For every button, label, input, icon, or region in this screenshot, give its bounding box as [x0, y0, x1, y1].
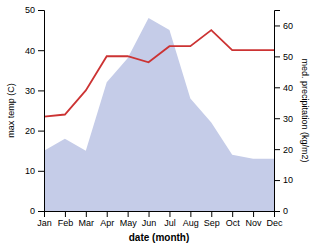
y-axis: 0 10 20 30 40 50 — [25, 5, 45, 216]
tick-label: 40 — [25, 46, 35, 56]
axis-line — [275, 11, 281, 212]
tick-mark — [38, 131, 44, 132]
tick: 40 — [25, 46, 44, 56]
tick-mark — [38, 211, 44, 212]
axis-line — [38, 11, 45, 212]
tick-label: 0 — [30, 206, 35, 216]
tick: 0 — [274, 206, 288, 216]
tick: 50 — [274, 52, 293, 62]
tick-label: Sep — [204, 218, 220, 228]
chart: JanFebMarAprMayJunJulAugSepOctNovDec0102… — [0, 0, 318, 247]
tick: Sep — [204, 211, 220, 228]
x-axis-title: date (month) — [129, 232, 190, 243]
tick: 20 — [25, 126, 44, 136]
tick-label: Feb — [58, 218, 74, 228]
plot: JanFebMarAprMayJunJulAugSepOctNovDec0102… — [6, 5, 310, 243]
tick: Apr — [100, 211, 114, 228]
tick-label: 20 — [25, 126, 35, 136]
tick-mark — [169, 211, 170, 217]
tick: 50 — [25, 5, 44, 15]
tick: 10 — [274, 175, 293, 185]
tick-label: 50 — [283, 52, 293, 62]
tick-label: Mar — [79, 218, 95, 228]
tick: Jun — [142, 211, 157, 228]
tick: Feb — [58, 211, 74, 228]
tick: Dec — [266, 211, 283, 228]
tick-mark — [274, 25, 280, 26]
tick-label: 40 — [283, 83, 293, 93]
tick-label: 10 — [283, 175, 293, 185]
tick-mark — [211, 211, 212, 217]
tick-mark — [65, 211, 66, 217]
tick-mark — [38, 50, 44, 51]
y2-axis: 0 10 20 30 40 50 60 — [274, 11, 293, 217]
tick-label: Oct — [226, 218, 241, 228]
tick-label: Apr — [100, 218, 114, 228]
tick: Mar — [79, 211, 95, 228]
tick-label: 50 — [25, 5, 35, 15]
tick: 10 — [25, 166, 44, 176]
tick: Aug — [183, 211, 199, 228]
tick: Nov — [246, 211, 263, 228]
axis-line — [45, 212, 275, 218]
tick-mark — [38, 10, 44, 11]
area — [44, 18, 274, 211]
tick-mark — [274, 149, 280, 150]
tick: 30 — [274, 114, 293, 124]
y2-axis-title: med. precipitation (kg/m2) — [300, 58, 310, 162]
tick: 30 — [25, 86, 44, 96]
tick-label: Jul — [164, 218, 176, 228]
tick-label: Jan — [37, 218, 52, 228]
line — [44, 30, 274, 116]
tick-mark — [274, 180, 280, 181]
tick-label: Aug — [183, 218, 199, 228]
tick: 0 — [30, 206, 44, 216]
tick-mark — [38, 171, 44, 172]
tick-mark — [274, 56, 280, 57]
tick: 60 — [274, 21, 293, 31]
tick-mark — [253, 211, 254, 217]
tick-mark — [190, 211, 191, 217]
tick-mark — [38, 90, 44, 91]
tick-label: Nov — [246, 218, 263, 228]
tick: 20 — [274, 145, 293, 155]
tick-mark — [274, 87, 280, 88]
x-axis: Jan Feb Mar Apr May Jun Jul Aug Sep Oct NovDec — [37, 211, 283, 228]
tick-label: Dec — [266, 218, 283, 228]
tick-label: 0 — [283, 206, 288, 216]
tick-label: May — [120, 218, 138, 228]
tick-label: 20 — [283, 145, 293, 155]
tick-label: 60 — [283, 21, 293, 31]
tick: Oct — [226, 211, 241, 228]
tick-mark — [232, 211, 233, 217]
tick-mark — [128, 211, 129, 217]
tick: May — [120, 211, 138, 228]
tick-mark — [274, 211, 280, 212]
tick: Jul — [164, 211, 176, 228]
tick-mark — [149, 211, 150, 217]
tick-label: Jun — [142, 218, 157, 228]
tick-mark — [274, 118, 280, 119]
tick-label: 30 — [283, 114, 293, 124]
tick-label: 10 — [25, 166, 35, 176]
marks — [44, 18, 274, 211]
tick: Jan — [37, 211, 52, 228]
tick-mark — [107, 211, 108, 217]
tick-mark — [86, 211, 87, 217]
tick: 40 — [274, 83, 293, 93]
tick-label: 30 — [25, 86, 35, 96]
y-axis-title: max temp (C) — [6, 83, 16, 138]
